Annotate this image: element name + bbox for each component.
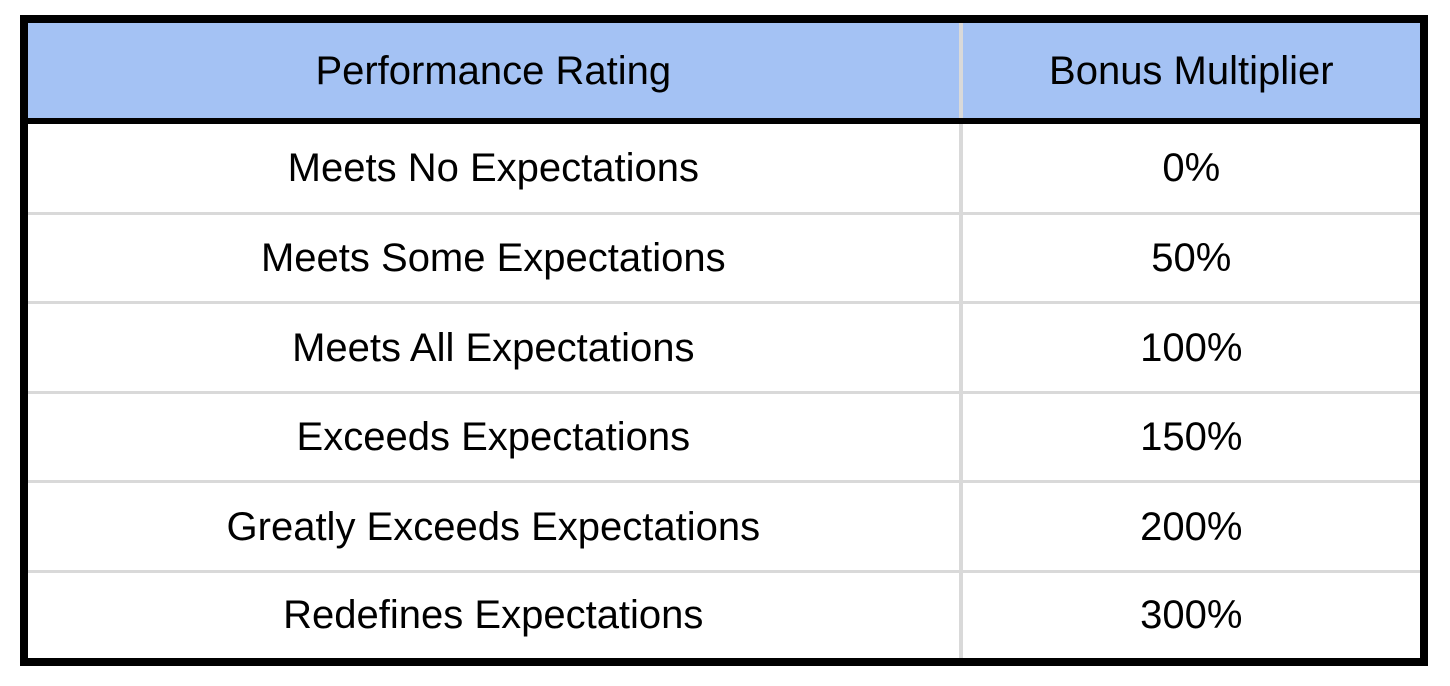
multiplier-cell: 200% [958, 480, 1420, 572]
multiplier-cell: 150% [958, 390, 1420, 482]
table-body: Meets No Expectations 0% Meets Some Expe… [28, 119, 1420, 658]
table-row: Meets All Expectations 100% [28, 301, 1420, 393]
rating-cell: Exceeds Expectations [28, 390, 961, 482]
multiplier-cell: 0% [958, 119, 1420, 214]
header-row: Performance Rating Bonus Multiplier [28, 23, 1420, 124]
multiplier-cell: 300% [958, 569, 1420, 658]
table-row: Meets Some Expectations 50% [28, 211, 1420, 303]
bonus-multiplier-table: Performance Rating Bonus Multiplier Meet… [20, 15, 1428, 666]
multiplier-cell: 50% [958, 211, 1420, 303]
column-header-bonus-multiplier: Bonus Multiplier [958, 23, 1420, 124]
rating-cell: Greatly Exceeds Expectations [28, 480, 961, 572]
performance-bonus-table: Performance Rating Bonus Multiplier Meet… [28, 23, 1420, 658]
table-row: Greatly Exceeds Expectations 200% [28, 480, 1420, 572]
rating-cell: Meets No Expectations [28, 119, 961, 214]
table-row: Exceeds Expectations 150% [28, 390, 1420, 482]
multiplier-cell: 100% [958, 301, 1420, 393]
rating-cell: Meets All Expectations [28, 301, 961, 393]
table-row: Meets No Expectations 0% [28, 119, 1420, 214]
column-header-performance-rating: Performance Rating [28, 23, 961, 124]
rating-cell: Redefines Expectations [28, 569, 961, 658]
table-row: Redefines Expectations 300% [28, 569, 1420, 658]
rating-cell: Meets Some Expectations [28, 211, 961, 303]
